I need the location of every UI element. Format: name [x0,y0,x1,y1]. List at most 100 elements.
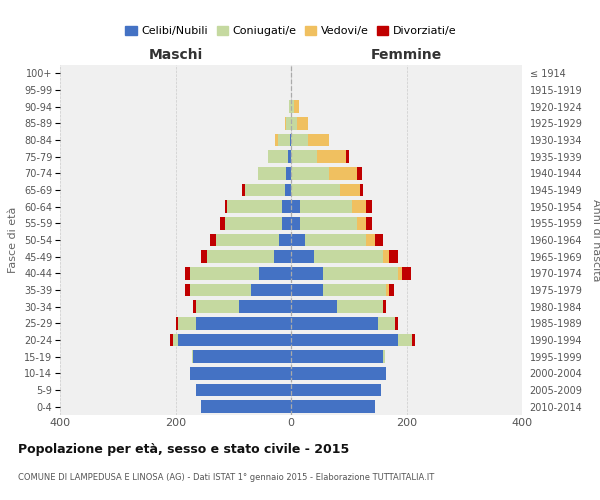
Bar [286,167,291,179]
Bar [291,167,329,179]
Bar [358,217,366,230]
Bar [291,400,375,413]
Bar [290,134,291,146]
Bar [291,250,314,263]
Bar [358,167,362,179]
Bar [193,350,291,363]
Bar [224,217,283,230]
Bar [251,284,291,296]
Bar [278,134,290,146]
Bar [389,284,394,296]
Bar [185,267,190,280]
Bar [259,267,291,280]
Bar [178,317,196,330]
Bar [403,267,411,280]
Bar [176,317,178,330]
Bar [242,184,245,196]
Bar [275,134,278,146]
Bar [323,267,398,280]
Bar [314,250,383,263]
Bar [291,200,299,213]
Bar [202,250,207,263]
Bar [283,200,291,213]
Y-axis label: Fasce di età: Fasce di età [8,207,19,273]
Bar [257,167,286,179]
Bar [291,234,305,246]
Bar [196,317,291,330]
Bar [288,150,291,163]
Bar [283,217,291,230]
Bar [291,267,323,280]
Bar [398,334,412,346]
Bar [216,234,280,246]
Text: Popolazione per età, sesso e stato civile - 2015: Popolazione per età, sesso e stato civil… [18,442,349,456]
Bar [412,334,415,346]
Bar [286,117,291,130]
Bar [291,334,398,346]
Bar [191,350,193,363]
Bar [202,400,291,413]
Bar [323,284,386,296]
Bar [280,234,291,246]
Bar [340,184,360,196]
Bar [239,300,291,313]
Bar [289,100,291,113]
Bar [285,184,291,196]
Bar [291,300,337,313]
Bar [297,117,308,130]
Bar [210,234,216,246]
Bar [196,384,291,396]
Bar [383,250,389,263]
Bar [308,134,329,146]
Y-axis label: Anni di nascita: Anni di nascita [591,198,600,281]
Bar [268,150,288,163]
Bar [360,184,363,196]
Bar [207,250,274,263]
Bar [294,100,299,113]
Bar [383,300,386,313]
Bar [337,300,383,313]
Bar [291,150,317,163]
Bar [366,200,372,213]
Bar [173,334,178,346]
Bar [291,350,383,363]
Bar [398,267,403,280]
Bar [170,334,173,346]
Bar [377,317,395,330]
Bar [291,284,323,296]
Bar [299,200,352,213]
Text: Maschi: Maschi [148,48,203,62]
Bar [196,300,239,313]
Text: Femmine: Femmine [371,48,442,62]
Bar [185,284,190,296]
Bar [284,117,286,130]
Bar [291,384,380,396]
Bar [291,217,299,230]
Bar [389,250,398,263]
Bar [227,200,283,213]
Bar [190,267,259,280]
Bar [190,367,291,380]
Bar [291,134,308,146]
Bar [190,284,251,296]
Bar [383,350,385,363]
Bar [352,200,366,213]
Bar [193,300,196,313]
Bar [395,317,398,330]
Bar [224,200,227,213]
Bar [291,117,297,130]
Bar [291,367,386,380]
Bar [366,217,372,230]
Bar [274,250,291,263]
Bar [291,184,340,196]
Bar [366,234,375,246]
Text: COMUNE DI LAMPEDUSA E LINOSA (AG) - Dati ISTAT 1° gennaio 2015 - Elaborazione TU: COMUNE DI LAMPEDUSA E LINOSA (AG) - Dati… [18,473,434,482]
Bar [291,317,377,330]
Bar [329,167,358,179]
Bar [305,234,366,246]
Bar [178,334,291,346]
Bar [375,234,383,246]
Bar [220,217,224,230]
Bar [291,100,294,113]
Bar [346,150,349,163]
